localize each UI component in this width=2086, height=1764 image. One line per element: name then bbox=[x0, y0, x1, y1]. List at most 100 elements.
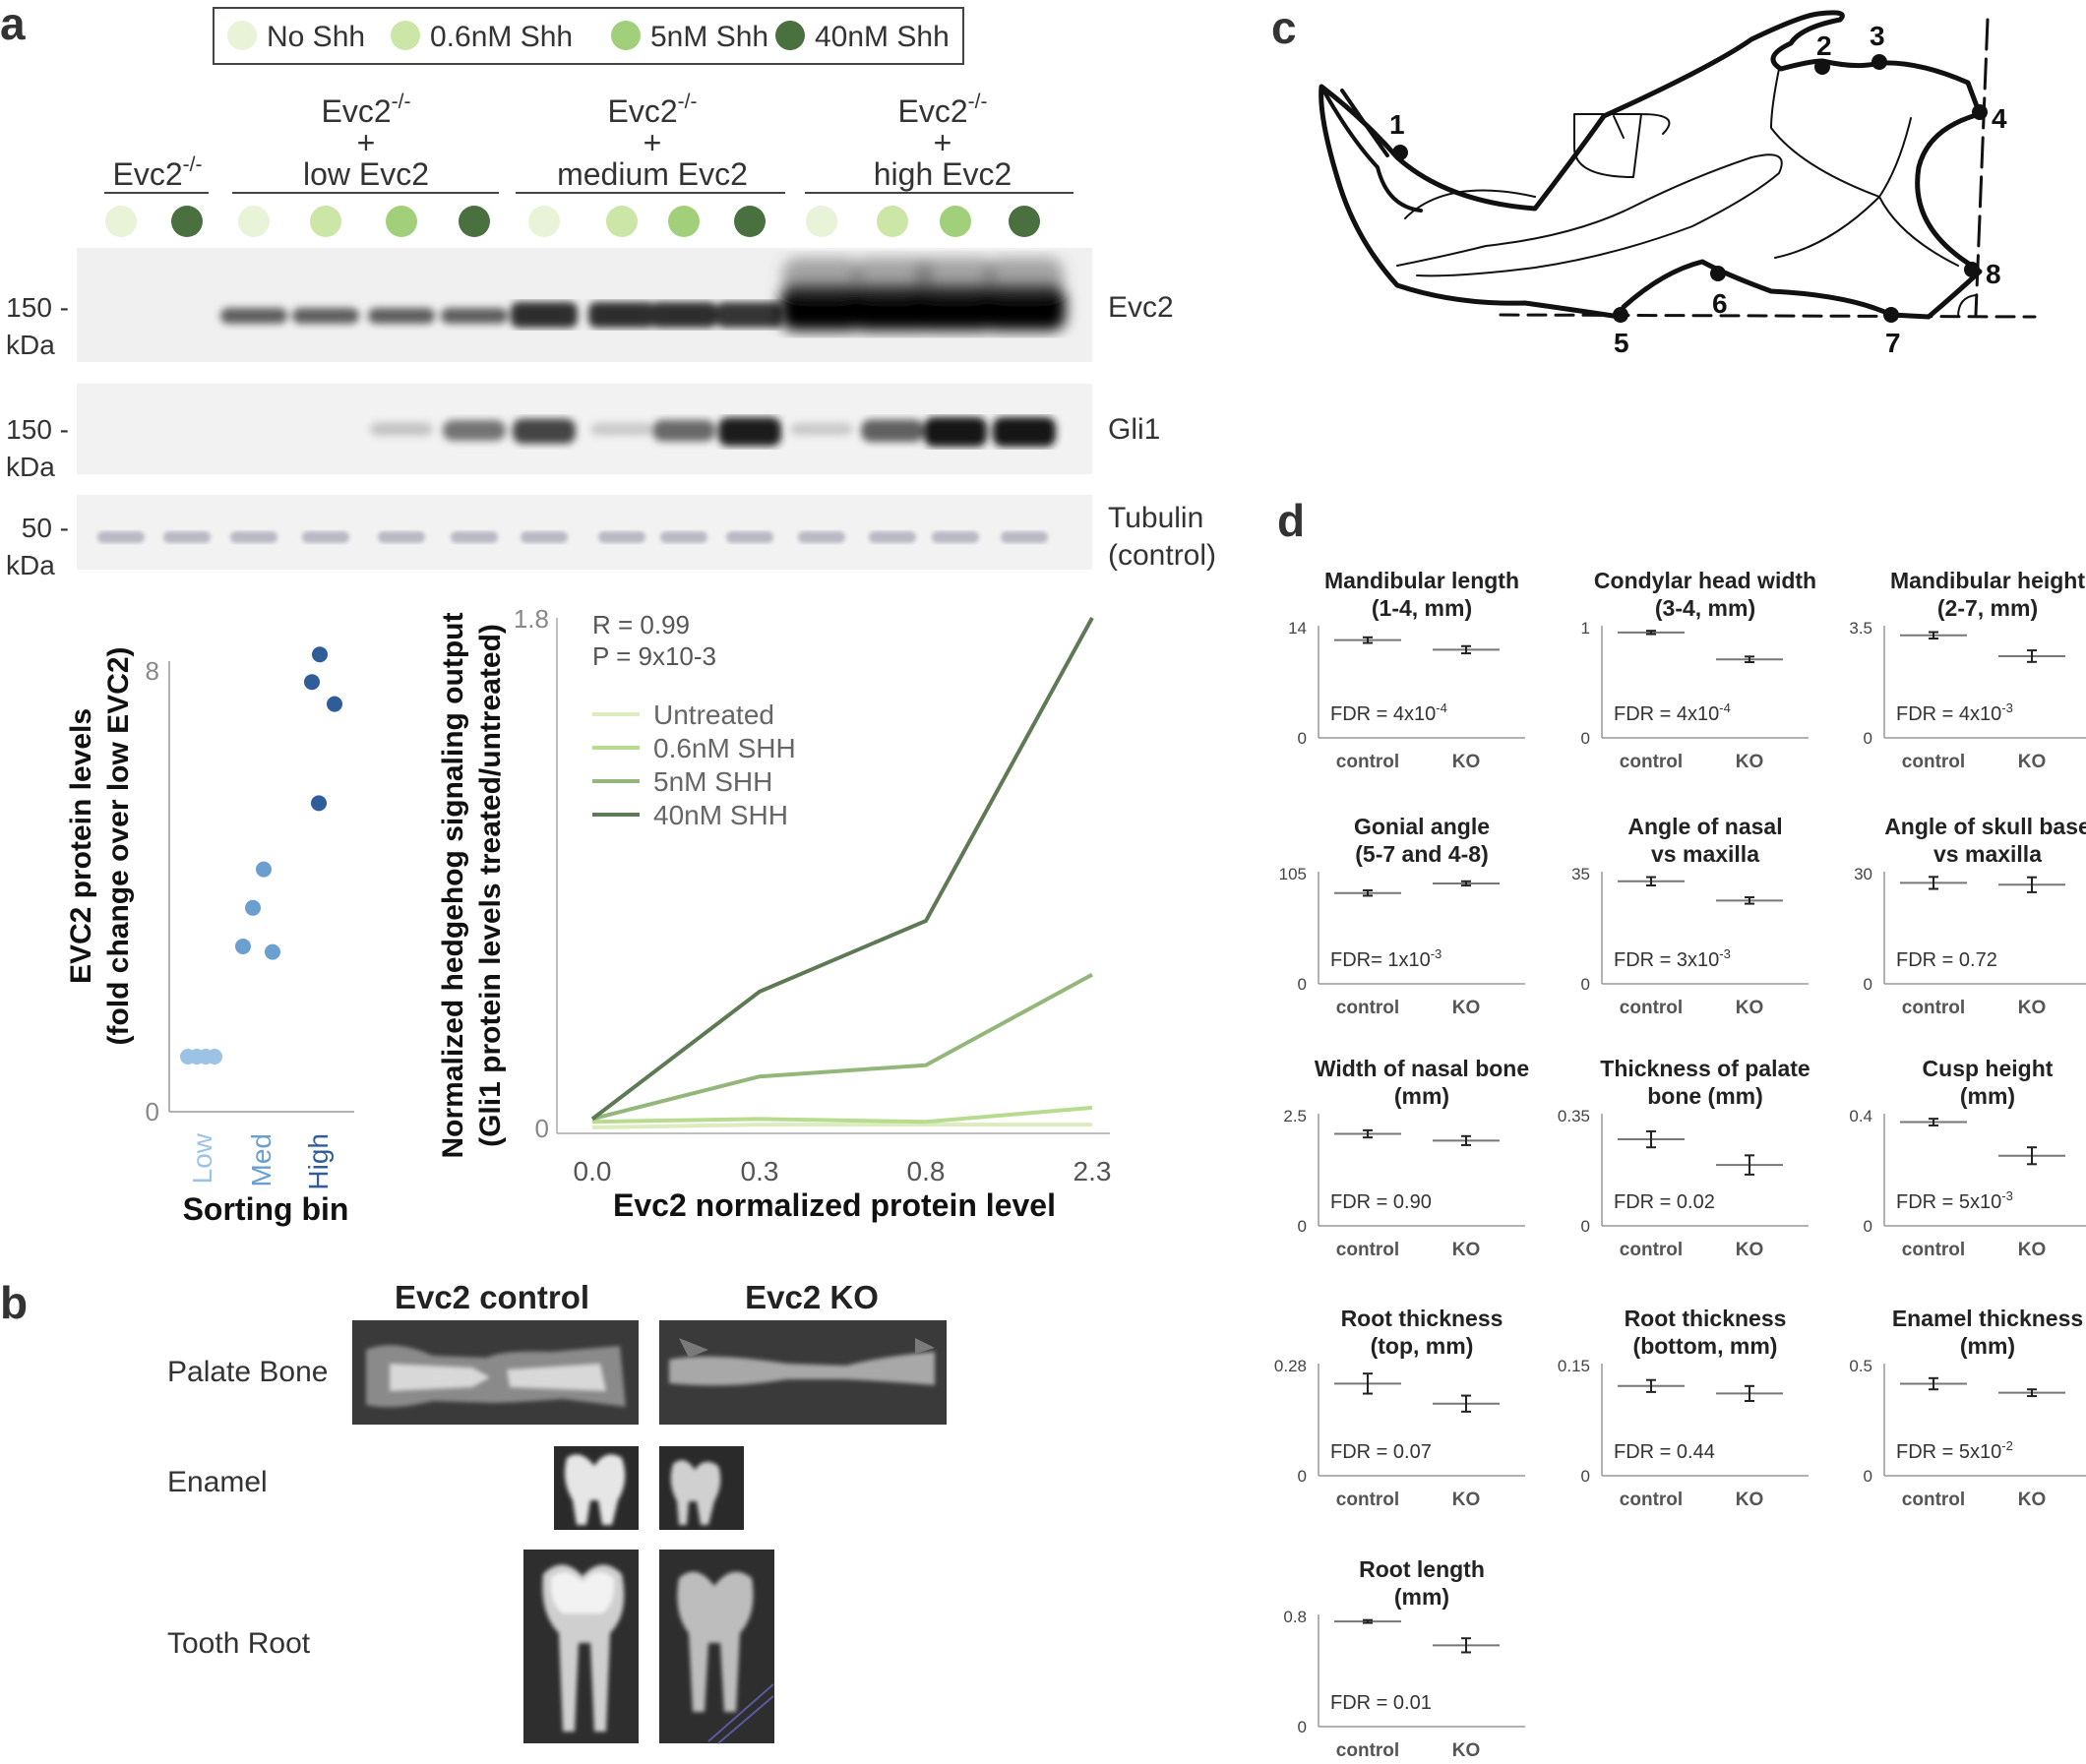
stat-r: R = 0.99 bbox=[592, 610, 690, 639]
category-label: KO bbox=[2018, 752, 2047, 772]
minichart-subtitle: bone (mm) bbox=[1647, 1083, 1763, 1109]
landmark-label: 4 bbox=[1992, 103, 2007, 134]
series-line bbox=[591, 1105, 1093, 1125]
gli1-band bbox=[590, 422, 653, 436]
evc2-band bbox=[716, 302, 783, 328]
x-category-label: Med bbox=[246, 1133, 276, 1186]
y-max-label: 30 bbox=[1854, 865, 1872, 883]
minichart-title: Cusp height bbox=[1923, 1056, 2054, 1081]
y-zero-label: 0 bbox=[1581, 729, 1590, 748]
legend-label: Untreated bbox=[653, 700, 774, 730]
scatter-point bbox=[245, 899, 261, 916]
panel-label-d: d bbox=[1277, 495, 1305, 546]
lane-treatment-dots bbox=[105, 206, 1040, 237]
y-axis-title: Normalized hedgehog signaling output bbox=[437, 613, 469, 1159]
y-axis-title: EVC2 protein levels bbox=[65, 708, 97, 984]
palate-ko-image bbox=[659, 1320, 947, 1425]
scatter-point bbox=[312, 646, 328, 663]
row-label-palate: Palate Bone bbox=[167, 1356, 328, 1388]
landmark-label: 7 bbox=[1885, 328, 1901, 358]
category-label: control bbox=[1620, 752, 1683, 772]
tubulin-band bbox=[798, 531, 845, 543]
category-label: KO bbox=[1736, 1490, 1764, 1510]
group-header-line: Evc2-/- bbox=[608, 91, 698, 129]
x-category-label: Low bbox=[187, 1132, 217, 1184]
category-label: control bbox=[1620, 1490, 1683, 1510]
band-name: Gli1 bbox=[1108, 413, 1160, 446]
group-header-line: + bbox=[357, 125, 376, 160]
evc2-band bbox=[441, 308, 508, 324]
landmark-point bbox=[1814, 59, 1830, 75]
fdr-label: FDR = 0.90 bbox=[1330, 1191, 1432, 1213]
minichart: Root thickness(bottom, mm) 0.15 0 control KO… bbox=[1558, 1306, 1809, 1510]
x-tick-label: 0.8 bbox=[907, 1156, 946, 1186]
gli1-band bbox=[861, 419, 924, 443]
y-zero-label: 0 bbox=[1298, 729, 1307, 748]
category-label: control bbox=[1902, 998, 1965, 1018]
tubulin-band bbox=[302, 531, 349, 543]
fdr-label: FDR = 4x10-4 bbox=[1330, 700, 1447, 725]
minichart-subtitle: vs maxilla bbox=[1933, 841, 2042, 867]
evc2-band bbox=[368, 308, 435, 324]
y-max-label: 0.8 bbox=[1283, 1608, 1307, 1626]
category-label: KO bbox=[2018, 1490, 2047, 1510]
minichart-subtitle: (top, mm) bbox=[1371, 1333, 1474, 1359]
y-max-label: 14 bbox=[1288, 619, 1307, 638]
evc2-band bbox=[511, 302, 578, 328]
y-zero-label: 0 bbox=[1581, 1217, 1590, 1236]
y-tick-label: 8 bbox=[146, 656, 159, 686]
landmark-point bbox=[1613, 307, 1628, 323]
group-header-line: Evc2-/- bbox=[322, 91, 411, 129]
legend-swatch bbox=[611, 21, 641, 50]
group-header-line: Evc2-/- bbox=[898, 91, 988, 129]
band-name: Evc2 bbox=[1108, 291, 1174, 324]
minichart-subtitle: (bottom, mm) bbox=[1633, 1333, 1778, 1359]
landmark-point bbox=[1871, 54, 1887, 70]
mw-marker: 50 - bbox=[22, 513, 69, 543]
gli1-band bbox=[924, 417, 987, 447]
band-name-sub: (control) bbox=[1108, 539, 1216, 572]
legend-swatch bbox=[391, 21, 420, 50]
minichart-title: Angle of skull base bbox=[1884, 814, 2086, 839]
minichart-subtitle: (mm) bbox=[1960, 1083, 2015, 1109]
lane-dot bbox=[606, 206, 638, 237]
lane-dot bbox=[528, 206, 560, 237]
lane-dot bbox=[238, 206, 270, 237]
morphometrics-minicharts: Mandibular length(1-4, mm) 14 0 control KO FD… bbox=[1274, 568, 2086, 1761]
mandible-front-lines bbox=[1319, 85, 1423, 213]
mandible-inner-lines bbox=[1396, 68, 1959, 277]
root-control-image bbox=[523, 1550, 639, 1743]
tubulin-band bbox=[869, 531, 916, 543]
group-header-line: medium Evc2 bbox=[557, 156, 748, 192]
lane-dot bbox=[877, 206, 908, 237]
fdr-label: FDR = 5x10-3 bbox=[1896, 1188, 2013, 1213]
minichart-title: Gonial angle bbox=[1354, 814, 1490, 839]
scatter-point bbox=[256, 861, 272, 878]
y-zero-label: 0 bbox=[1864, 729, 1872, 748]
legend-label: 5nM Shh bbox=[650, 21, 768, 53]
landmark-point bbox=[1972, 104, 1988, 120]
category-label: KO bbox=[2018, 998, 2047, 1018]
y-max-label: 105 bbox=[1279, 865, 1307, 883]
evc2-band bbox=[292, 308, 359, 324]
gli1-band bbox=[790, 422, 853, 436]
group-header-line: Evc2-/- bbox=[113, 153, 203, 192]
y-max-label: 0.5 bbox=[1849, 1357, 1872, 1375]
y-zero-label: 0 bbox=[1864, 1467, 1872, 1486]
x-axis-title: Evc2 normalized protein level bbox=[613, 1187, 1056, 1223]
y-max-label: 35 bbox=[1571, 865, 1590, 883]
y-max-label: 0.35 bbox=[1558, 1107, 1590, 1125]
scatter-point bbox=[235, 939, 251, 954]
superscript: -/- bbox=[392, 91, 411, 113]
superscript: -/- bbox=[183, 153, 203, 176]
minichart: Condylar head width(3-4, mm) 1 0 control KO F… bbox=[1581, 568, 1817, 772]
tubulin-band bbox=[1001, 531, 1048, 543]
gli1-band bbox=[513, 418, 576, 444]
panel-label-a: a bbox=[0, 0, 26, 49]
category-label: KO bbox=[1452, 752, 1481, 772]
enamel-control-image bbox=[554, 1446, 639, 1530]
minichart-title: Mandibular height bbox=[1890, 568, 2085, 593]
fdr-label: FDR = 0.44 bbox=[1614, 1441, 1715, 1463]
